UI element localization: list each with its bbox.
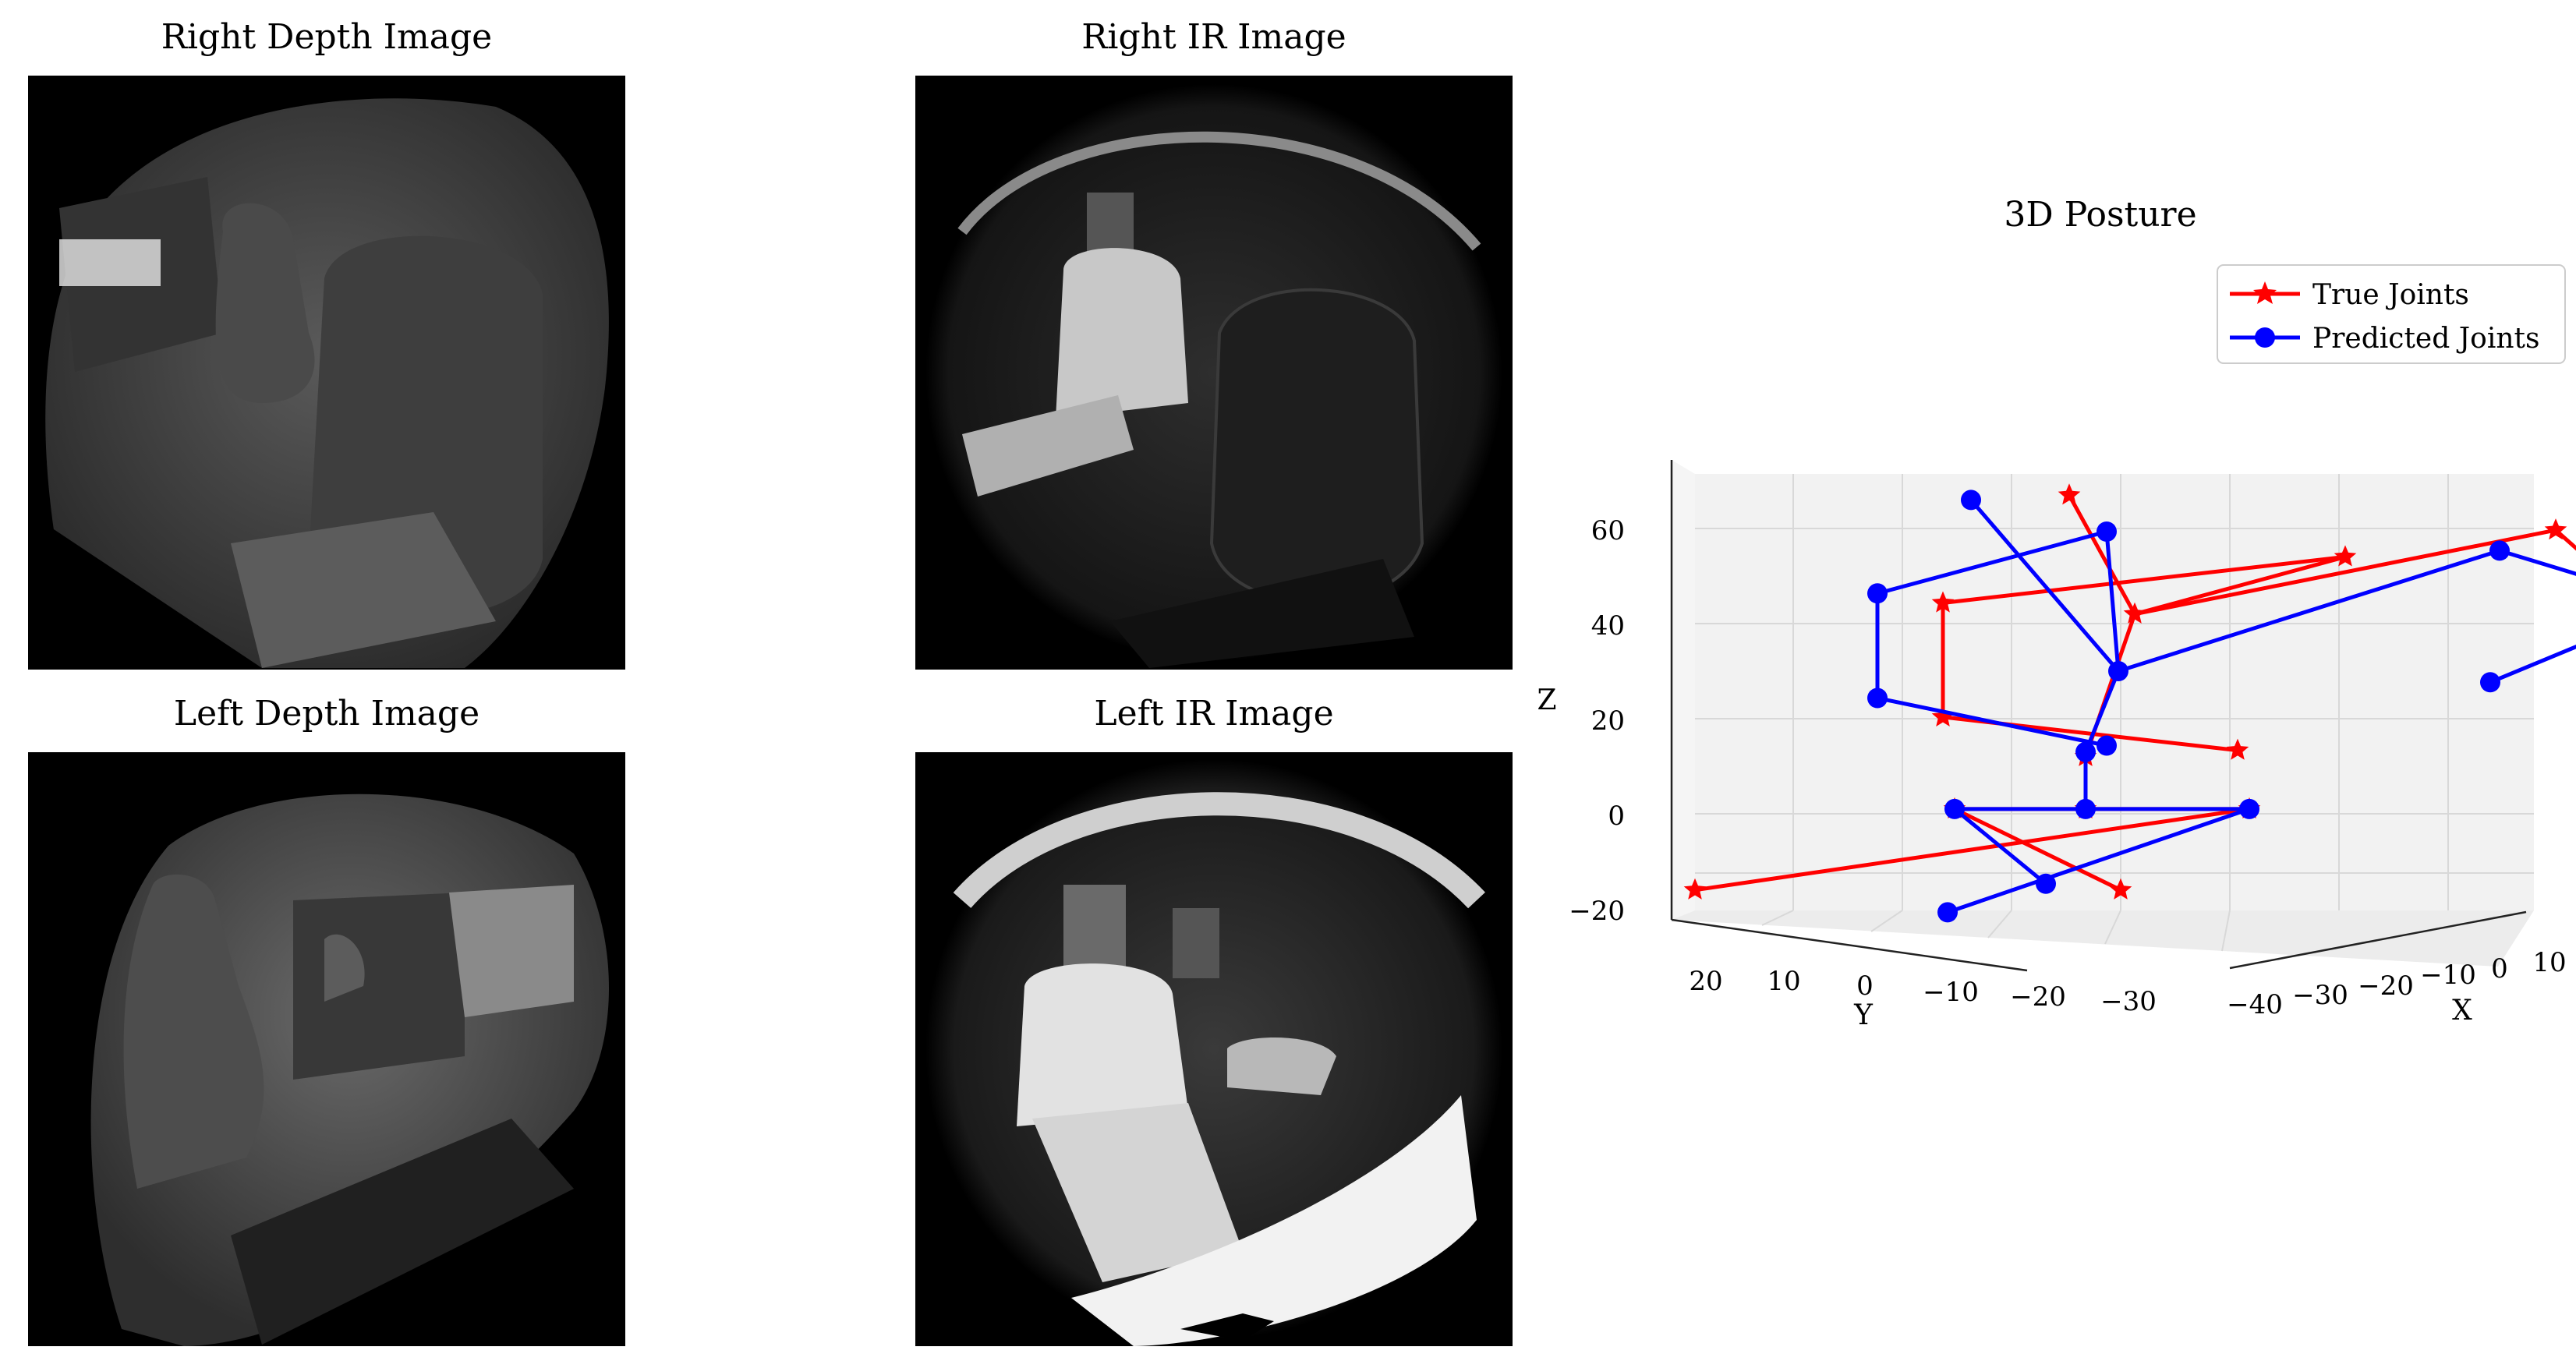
legend: True Joints Predicted Joints <box>2217 264 2566 364</box>
z-tick-label: 40 <box>1591 610 1625 642</box>
true-bone <box>2134 528 2557 617</box>
predicted-bone <box>2489 644 2576 684</box>
true-joint-marker <box>1683 878 1707 900</box>
predicted-joint-marker <box>2489 540 2510 561</box>
left-depth-image <box>28 752 625 1346</box>
true-joint-marker <box>2123 602 2146 624</box>
predicted-joint-marker <box>1867 583 1888 604</box>
x-axis: −40 −30 −20 −10 0 10 X <box>2227 947 2567 1027</box>
predicted-joint-marker <box>2075 741 2096 762</box>
true-joint-marker <box>2544 518 2567 540</box>
x-tick-label: 0 <box>2491 953 2508 984</box>
predicted-bone <box>2499 549 2576 576</box>
predicted-bone <box>2118 549 2500 673</box>
y-tick-label: −20 <box>2010 981 2066 1013</box>
predicted-joint-marker <box>1937 902 1958 923</box>
predicted-joint-marker <box>1944 798 1965 819</box>
left-depth-title: Left Depth Image <box>173 694 480 733</box>
predicted-joint-marker <box>1961 490 1981 511</box>
right-ir-title: Right IR Image <box>1081 17 1346 57</box>
predicted-bone <box>2104 531 2121 672</box>
legend-circle-marker <box>2255 327 2275 348</box>
right-ir-image <box>915 76 1513 670</box>
y-tick-label: −30 <box>2100 986 2157 1017</box>
true-joint-marker <box>1931 591 1955 613</box>
true-bone <box>2134 554 2346 617</box>
y-tick-label: −10 <box>1923 977 1979 1008</box>
z-tick-label: 0 <box>1608 801 1625 832</box>
true-joint-marker <box>2109 878 2132 900</box>
predicted-bone <box>2083 670 2121 753</box>
right-depth-image <box>28 76 625 670</box>
predicted-bone <box>1877 696 2107 748</box>
z-tick-label: 20 <box>1591 705 1625 737</box>
true-joint-marker <box>2334 545 2357 567</box>
predicted-bone <box>1877 529 2107 596</box>
true-bone <box>2554 528 2576 551</box>
predicted-joint-marker <box>2036 873 2056 894</box>
x-tick-label: 10 <box>2532 947 2566 978</box>
y-tick-label: 20 <box>1689 966 1722 997</box>
predicted-joint-marker <box>1867 688 1888 709</box>
y-tick-label: 10 <box>1767 966 1800 997</box>
z-axis: 60 40 20 0 −20 Z <box>1537 515 1625 927</box>
predicted-joint-marker <box>2075 798 2096 819</box>
predicted-joint-marker <box>2480 672 2500 693</box>
x-tick-label: −40 <box>2227 989 2283 1020</box>
posture-3d-chart: 3D Posture True Joints Predicted Joints <box>1537 195 2576 1031</box>
z-axis-label: Z <box>1537 684 1556 716</box>
legend-true-joints: True Joints <box>2312 279 2469 311</box>
true-bone <box>1694 807 2250 893</box>
true-bone <box>1953 807 2122 893</box>
axes-grid <box>1670 460 2534 972</box>
z-tick-label: 60 <box>1591 515 1625 546</box>
left-ir-title: Left IR Image <box>1094 694 1334 733</box>
true-joint-marker <box>1931 705 1955 726</box>
x-tick-label: −20 <box>2358 970 2414 1002</box>
predicted-bone <box>1947 807 2250 914</box>
x-axis-label: X <box>2452 995 2472 1027</box>
right-depth-title: Right Depth Image <box>161 17 493 57</box>
true-joint-marker <box>2058 483 2081 505</box>
predicted-joint-marker <box>2239 798 2259 819</box>
true-bone <box>2067 494 2137 616</box>
predicted-joint-marker <box>2108 661 2128 681</box>
x-tick-label: −30 <box>2292 980 2348 1011</box>
predicted-joint-marker <box>2097 521 2117 542</box>
predicted-bone <box>1953 807 2047 885</box>
true-joint-marker <box>2226 738 2249 760</box>
predicted-joint-marker <box>2097 735 2117 756</box>
left-ir-image <box>915 752 1513 1346</box>
y-axis-label: Y <box>1853 999 1874 1031</box>
x-tick-label: −10 <box>2420 960 2476 991</box>
z-tick-label: −20 <box>1569 896 1625 927</box>
true-bone <box>1942 554 2346 605</box>
legend-star-marker <box>2253 281 2277 304</box>
skeleton-plot <box>1683 483 2576 923</box>
legend-predicted-joints: Predicted Joints <box>2312 323 2539 355</box>
y-axis: 20 10 0 −10 −20 −30 Y <box>1689 966 2157 1031</box>
chart-title: 3D Posture <box>2004 195 2196 235</box>
predicted-bone <box>1969 498 2120 673</box>
y-tick-label: 0 <box>1856 970 1874 1002</box>
